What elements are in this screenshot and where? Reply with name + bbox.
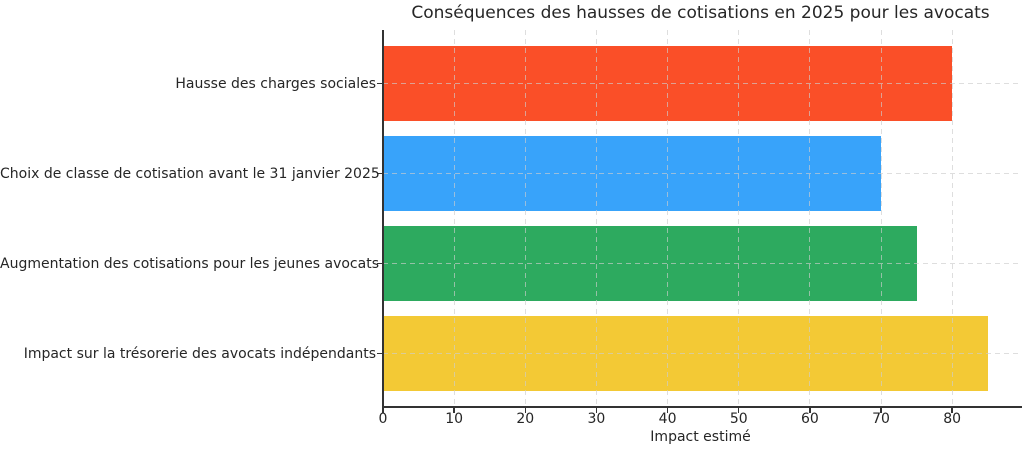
gridline-horizontal-3 (383, 353, 1018, 354)
gridline-vertical-20 (524, 30, 526, 407)
x-tick-label-10: 10 (445, 411, 464, 427)
y-tick-mark-0 (377, 82, 382, 85)
x-axis-line (382, 406, 1022, 408)
gridline-vertical-70 (880, 30, 882, 407)
x-tick-label-60: 60 (800, 411, 819, 427)
x-tick-mark-10 (453, 408, 455, 413)
x-tick-label-70: 70 (872, 411, 890, 427)
category-label-2: Augmentation des cotisations pour les je… (0, 255, 379, 272)
x-tick-mark-0 (382, 408, 384, 413)
category-label-1: Choix de classe de cotisation avant le 3… (0, 165, 380, 182)
x-tick-mark-60 (809, 408, 811, 413)
gridline-vertical-80 (951, 30, 953, 407)
x-tick-label-80: 80 (943, 411, 962, 427)
x-tick-mark-70 (880, 408, 882, 413)
gridline-vertical-60 (809, 30, 811, 407)
gridline-horizontal-1 (383, 173, 1018, 174)
gridline-horizontal-2 (383, 263, 1018, 264)
gridline-vertical-50 (738, 30, 740, 407)
x-tick-label-40: 40 (658, 411, 677, 427)
x-axis-label: Impact estimé (650, 429, 751, 445)
category-label-3: Impact sur la trésorerie des avocats ind… (23, 345, 376, 362)
y-tick-mark-2 (377, 262, 382, 265)
plot-area (383, 30, 1018, 407)
x-tick-label-30: 30 (587, 411, 606, 427)
x-tick-label-0: 0 (378, 411, 388, 427)
y-axis-line (382, 30, 384, 408)
gridline-vertical-10 (453, 30, 455, 407)
x-tick-mark-40 (666, 408, 669, 413)
category-label-0: Hausse des charges sociales (175, 75, 376, 92)
gridline-vertical-30 (595, 30, 597, 407)
x-tick-mark-50 (737, 408, 740, 413)
gridline-horizontal-0 (383, 83, 1018, 84)
chart-title: Conséquences des hausses de cotisations … (411, 3, 990, 23)
x-tick-mark-20 (524, 408, 527, 413)
y-tick-mark-3 (377, 352, 382, 355)
gridline-vertical-40 (667, 30, 669, 407)
x-tick-label-20: 20 (516, 411, 535, 427)
x-tick-mark-80 (951, 408, 953, 413)
x-tick-mark-30 (595, 408, 598, 413)
y-tick-mark-1 (377, 172, 382, 175)
x-tick-label-50: 50 (729, 411, 748, 427)
